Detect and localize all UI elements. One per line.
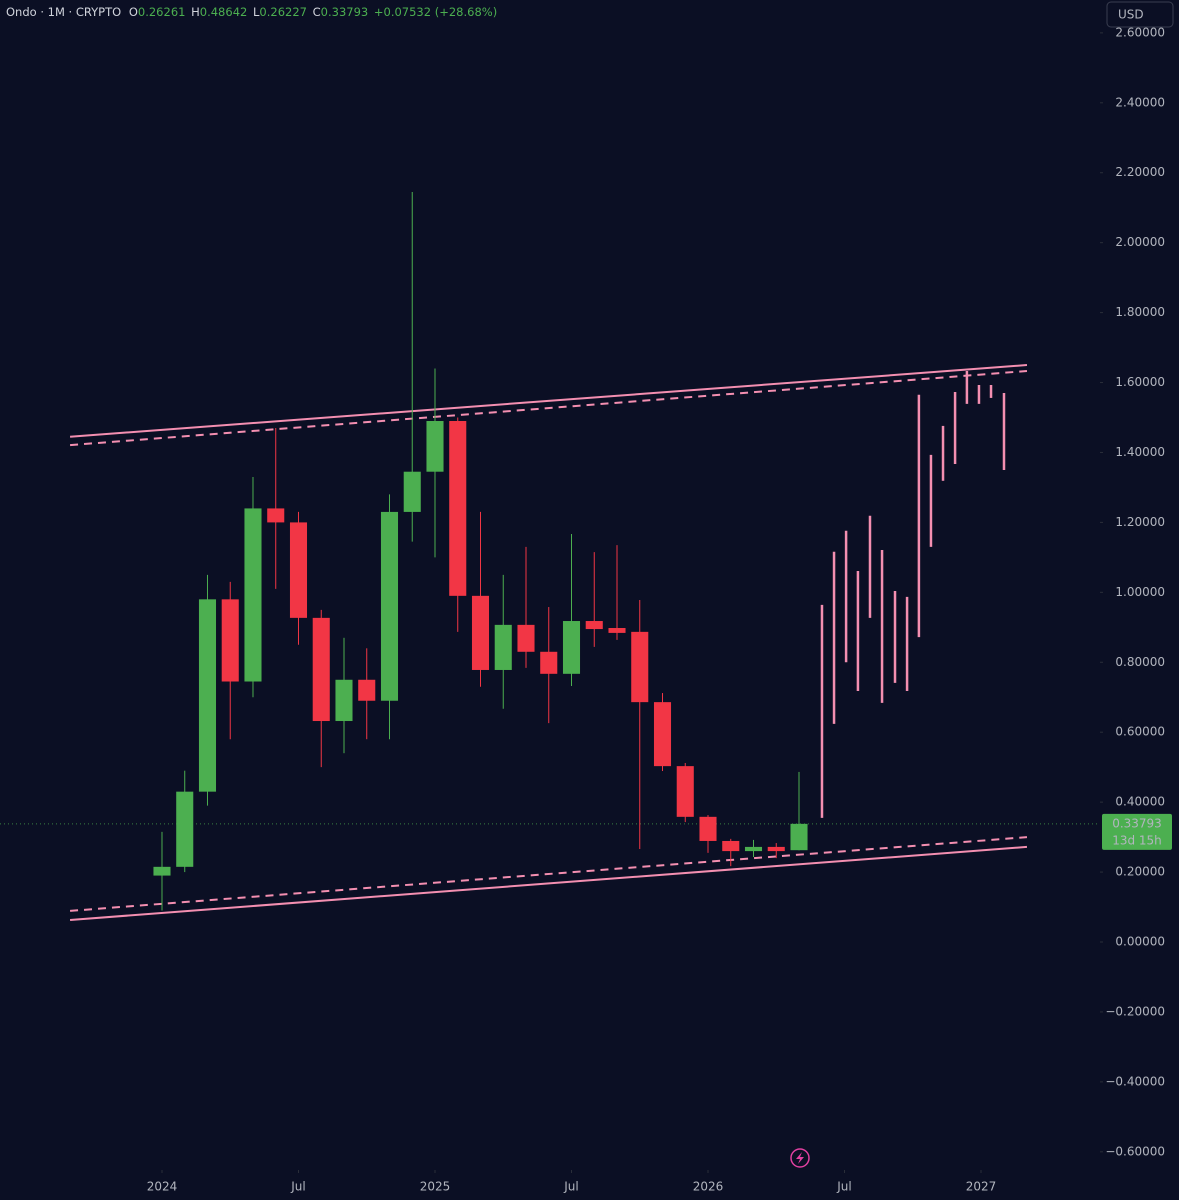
channel-line bbox=[69, 364, 1028, 438]
y-tick-label: 0.40000 bbox=[1115, 795, 1165, 809]
y-tick-label: 1.00000 bbox=[1115, 585, 1165, 599]
countdown: 13d 15h bbox=[1112, 833, 1162, 847]
candle-body bbox=[267, 508, 285, 523]
h-value: 0.48642 bbox=[200, 5, 248, 19]
y-tick-label: −0.40000 bbox=[1105, 1074, 1165, 1088]
x-tick-label: 2024 bbox=[147, 1180, 178, 1194]
candle-body bbox=[494, 624, 512, 670]
channel-line bbox=[69, 836, 1028, 912]
y-tick-label: 0.20000 bbox=[1115, 865, 1165, 879]
o-label: O bbox=[129, 5, 138, 19]
candle-body bbox=[722, 840, 740, 852]
y-tick-label: 2.00000 bbox=[1115, 235, 1165, 249]
symbol: Ondo · 1M · CRYPTO bbox=[6, 5, 121, 19]
candle-body bbox=[289, 522, 308, 618]
candle-body bbox=[540, 651, 558, 674]
y-tick-label: 2.60000 bbox=[1115, 25, 1165, 39]
x-tick-label: Jul bbox=[563, 1180, 578, 1194]
lightning-icon bbox=[790, 1148, 810, 1168]
price-label-box bbox=[1102, 813, 1172, 850]
y-tick-label: 1.80000 bbox=[1115, 305, 1165, 319]
candle-body bbox=[790, 823, 808, 851]
candle-body bbox=[358, 679, 376, 701]
x-tick-label: 2027 bbox=[966, 1180, 997, 1194]
candle-body bbox=[562, 621, 581, 674]
c-label: C bbox=[313, 5, 321, 19]
channel-line bbox=[69, 370, 1028, 447]
l-value: 0.26227 bbox=[259, 5, 307, 19]
y-tick-label: −0.20000 bbox=[1105, 1004, 1165, 1018]
x-tick-label: Jul bbox=[836, 1180, 851, 1194]
candle-body bbox=[699, 816, 717, 841]
y-tick-label: 2.40000 bbox=[1115, 95, 1165, 109]
candle-body bbox=[426, 421, 444, 472]
candle-body bbox=[335, 679, 353, 722]
x-tick-label: 2026 bbox=[693, 1180, 724, 1194]
candle-body bbox=[312, 617, 330, 722]
h-label: H bbox=[191, 5, 200, 19]
y-tick-label: 0.80000 bbox=[1115, 655, 1165, 669]
l-label: L bbox=[253, 5, 260, 19]
x-tick-label: Jul bbox=[290, 1180, 305, 1194]
y-tick-label: 1.60000 bbox=[1115, 375, 1165, 389]
y-tick-label: 0.60000 bbox=[1115, 725, 1165, 739]
candle-body bbox=[244, 508, 262, 682]
currency[interactable]: USD bbox=[1118, 8, 1144, 22]
candle-body bbox=[676, 766, 694, 817]
x-tick-label: 2025 bbox=[420, 1180, 451, 1194]
plot: 2.60000 2.40000 2.20000 2.00000 1.80000 1.600… bbox=[0, 25, 1172, 1194]
header: Ondo · 1M · CRYPTO O0.26261 H0.48642 L0.… bbox=[6, 5, 497, 19]
candle-body bbox=[198, 599, 217, 792]
candle-body bbox=[653, 702, 672, 767]
candle-body bbox=[176, 791, 194, 867]
o-value: 0.26261 bbox=[138, 5, 186, 19]
candle-body bbox=[744, 846, 763, 852]
candle-body bbox=[380, 511, 399, 701]
candle-body bbox=[449, 421, 467, 596]
price-label: 0.33793 bbox=[1112, 816, 1162, 830]
y-tick-label: 2.20000 bbox=[1115, 165, 1165, 179]
y-tick-label: 0.00000 bbox=[1115, 935, 1165, 949]
channel-line bbox=[69, 845, 1028, 921]
currency-button[interactable] bbox=[1106, 1, 1174, 28]
candle-body bbox=[585, 621, 603, 630]
candle-body bbox=[153, 866, 171, 876]
candle-body bbox=[767, 846, 785, 852]
y-tick-label: 1.40000 bbox=[1115, 445, 1165, 459]
candle-body bbox=[221, 599, 239, 682]
candle-body bbox=[631, 631, 649, 703]
candle-body bbox=[403, 471, 421, 512]
change: +0.07532 (+28.68%) bbox=[374, 5, 497, 19]
candle-body bbox=[471, 595, 490, 670]
y-tick-label: −0.60000 bbox=[1105, 1144, 1165, 1158]
y-tick-label: 1.20000 bbox=[1115, 515, 1165, 529]
candle-body bbox=[608, 628, 626, 633]
c-value: 0.33793 bbox=[321, 5, 369, 19]
candle-body bbox=[517, 624, 535, 652]
